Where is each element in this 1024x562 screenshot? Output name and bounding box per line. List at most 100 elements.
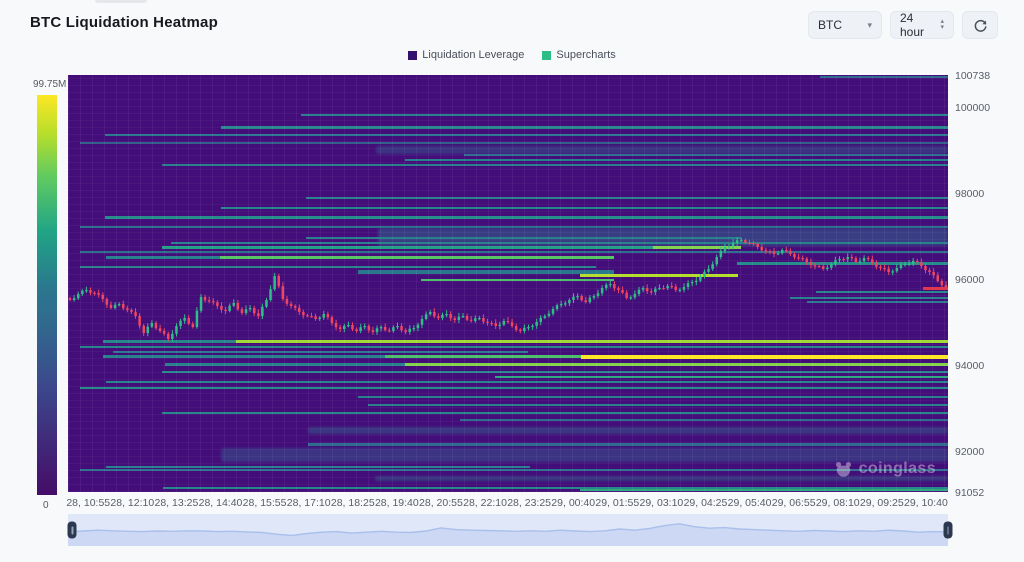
colorbar-max-label: 99.75M — [33, 79, 67, 90]
chart-legend: Liquidation Leverage Supercharts — [0, 49, 1024, 61]
liquidation-level-line — [80, 250, 948, 253]
time-axis-label: 28, 18:25 — [330, 497, 375, 509]
time-axis-label: 29, 05:40 — [727, 497, 772, 509]
liquidation-level-line — [736, 262, 948, 266]
time-axis-label: 28, 14:40 — [198, 497, 243, 509]
symbol-select[interactable]: BTC ▾ — [808, 11, 882, 39]
liquidation-level-line — [375, 475, 948, 481]
liquidation-level-line — [103, 340, 237, 344]
navigator-area-chart — [67, 523, 949, 546]
last-price-marker — [923, 286, 948, 290]
liquidation-level-line — [105, 466, 530, 469]
refresh-button[interactable] — [962, 11, 998, 39]
liquidation-level-line — [358, 395, 948, 398]
liquidation-level-line — [80, 266, 596, 268]
liquidation-level-line — [494, 376, 948, 378]
navigator-handle-right[interactable] — [943, 521, 953, 539]
liquidation-level-line — [170, 241, 948, 244]
liquidation-level-line — [236, 340, 948, 344]
time-axis-label: 29, 10:40 — [904, 497, 948, 509]
liquidation-level-line — [653, 246, 742, 250]
liquidation-level-line — [80, 141, 948, 144]
liquidation-level-line — [80, 225, 948, 228]
liquidation-level-line — [162, 370, 948, 373]
liquidation-level-line — [305, 197, 948, 200]
liquidation-level-line — [377, 227, 948, 246]
legend-item-liquidation-leverage[interactable]: Liquidation Leverage — [408, 49, 524, 61]
legend-item-supercharts[interactable]: Supercharts — [542, 49, 616, 61]
liquidation-level-line — [105, 381, 948, 383]
price-axis-label: 91052 — [955, 487, 985, 499]
refresh-icon — [974, 19, 986, 32]
price-axis-label: 100000 — [955, 101, 991, 114]
time-axis-label: 28, 15:55 — [242, 497, 287, 509]
time-axis-label: 29, 06:55 — [771, 497, 816, 509]
liquidation-level-line — [162, 411, 948, 414]
liquidation-level-line — [384, 355, 582, 359]
watermark: coinglass — [834, 460, 936, 478]
price-axis-label: 100738 — [955, 70, 991, 82]
liquidation-level-line — [405, 158, 948, 161]
navigator-handle-left[interactable] — [67, 521, 77, 539]
liquidation-level-line — [301, 113, 948, 116]
top-tab-remnant — [95, 0, 147, 3]
liquidation-level-line — [221, 126, 948, 130]
time-axis-label: 29, 08:10 — [815, 497, 860, 509]
liquidation-level-line — [816, 290, 948, 293]
liquidation-level-line — [164, 363, 406, 367]
page-title: BTC Liquidation Heatmap — [30, 14, 218, 31]
time-axis-label: 29, 01:55 — [595, 497, 640, 509]
liquidation-level-line — [80, 386, 948, 389]
price-axis-label: 92000 — [955, 446, 985, 459]
liquidation-level-line — [580, 273, 738, 277]
heatmap-plot-area[interactable]: coinglass — [68, 75, 948, 492]
liquidation-level-line — [221, 206, 948, 209]
stepper-icon: ▴ ▾ — [940, 17, 944, 31]
liquidation-level-line — [459, 418, 948, 421]
liquidation-level-line — [220, 256, 614, 260]
caret-down-icon: ▾ — [867, 19, 872, 30]
liquidation-level-line — [464, 153, 948, 156]
liquidation-level-line — [112, 350, 529, 353]
liquidation-level-line — [80, 345, 948, 348]
liquidation-level-line — [308, 443, 948, 447]
legend-swatch-purple — [408, 50, 418, 60]
liquidation-level-line — [405, 363, 948, 367]
legend-label: Liquidation Leverage — [422, 49, 525, 61]
price-axis-label: 98000 — [955, 187, 985, 200]
liquidation-level-line — [789, 296, 948, 299]
liquidation-level-line — [221, 448, 948, 463]
liquidation-level-line — [104, 216, 948, 220]
liquidation-level-line — [581, 354, 948, 359]
range-navigator[interactable] — [67, 514, 953, 546]
symbol-select-value: BTC — [818, 18, 842, 32]
liquidation-level-line — [103, 355, 385, 359]
time-axis-label: 29, 09:25 — [859, 497, 904, 509]
liquidation-lines-layer — [68, 75, 948, 492]
liquidation-level-line — [358, 270, 614, 274]
time-axis-label: 29, 03:10 — [639, 497, 684, 509]
interval-select[interactable]: 24 hour ▴ ▾ — [890, 11, 954, 39]
time-axis-label: 29, 04:25 — [683, 497, 728, 509]
liquidation-level-line — [308, 426, 948, 434]
liquidation-level-line — [376, 145, 948, 154]
price-axis-label: 96000 — [955, 273, 985, 286]
time-axis-label: 28, 10:55 — [66, 497, 111, 509]
liquidation-level-line — [162, 246, 654, 250]
liquidation-level-line — [162, 163, 948, 166]
interval-select-value: 24 hour — [900, 11, 925, 39]
time-axis-label: 28, 13:25 — [154, 497, 199, 509]
candlestick-overlay — [68, 237, 948, 342]
legend-label: Supercharts — [556, 49, 616, 61]
liquidation-level-line — [580, 489, 948, 492]
watermark-text: coinglass — [858, 460, 936, 477]
liquidation-level-line — [368, 403, 948, 406]
liquidation-level-line — [163, 486, 948, 489]
colorbar-min-label: 0 — [43, 500, 49, 511]
liquidation-level-line — [420, 279, 614, 281]
liquidation-level-line — [105, 256, 221, 260]
price-axis-label: 94000 — [955, 360, 985, 373]
colorbar-gradient — [37, 95, 57, 495]
legend-swatch-green — [542, 50, 552, 60]
